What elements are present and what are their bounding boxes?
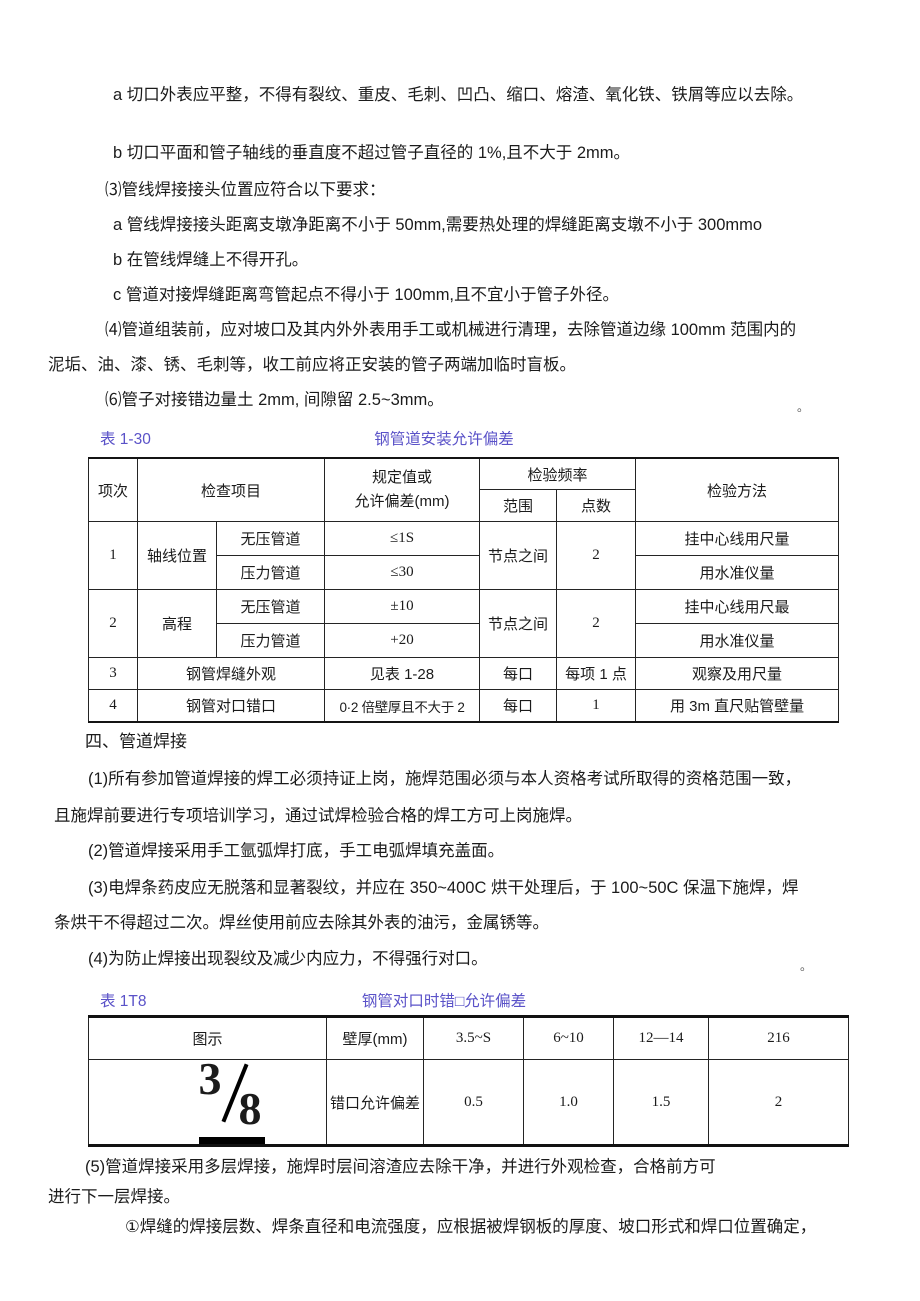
stray-period-mark: 。 bbox=[797, 400, 810, 414]
cell-points: 2 bbox=[556, 589, 637, 658]
header-points: 点数 bbox=[556, 489, 637, 522]
header-diagram: 图示 bbox=[88, 1016, 327, 1060]
cell-diagram: 3 8 bbox=[88, 1059, 327, 1146]
header-spec-line2: 允许偏差(mm) bbox=[354, 493, 450, 510]
header-range-1: 3.5~S bbox=[423, 1016, 524, 1060]
paragraph: 进行下一层焊接。 bbox=[48, 1188, 180, 1206]
header-range-4: 216 bbox=[708, 1016, 849, 1060]
diagram-numeral-top: 3 bbox=[198, 1059, 222, 1104]
cell-method: 用水准仪量 bbox=[635, 555, 840, 590]
paragraph: b 在管线焊缝上不得开孔。 bbox=[113, 251, 309, 269]
cell-deviation-value: 0.5 bbox=[423, 1059, 524, 1146]
cell-range: 节点之间 bbox=[479, 521, 558, 590]
cell-item-no: 1 bbox=[88, 521, 138, 590]
table2-label: 表 1T8 bbox=[100, 993, 147, 1010]
paragraph: ⑶管线焊接接头位置应符合以下要求： bbox=[105, 181, 386, 199]
paragraph: a 管线焊接接头距离支墩净距离不小于 50mm,需要热处理的焊缝距离支墩不小于 … bbox=[113, 216, 763, 234]
header-wall-thickness: 壁厚(mm) bbox=[326, 1016, 424, 1060]
header-frequency: 检验频率 bbox=[479, 457, 637, 490]
section-heading: 四、管道焊接 bbox=[85, 732, 187, 751]
cell-spec-value: 见表 1-28 bbox=[324, 657, 481, 690]
cell-item-no: 3 bbox=[88, 657, 138, 690]
cell-spec-value: 0·2 倍壁厚且不大于 2 bbox=[324, 689, 481, 723]
cell-range: 每口 bbox=[479, 689, 558, 723]
cell-range: 每口 bbox=[479, 657, 558, 690]
cell-check-item: 钢管焊缝外观 bbox=[136, 657, 326, 690]
cell-points: 1 bbox=[556, 689, 637, 723]
paragraph-text: (4)为防止焊接出现裂纹及减少内应力，不得强行对口。 bbox=[88, 950, 488, 968]
paragraph: c 管道对接焊缝距离弯管起点不得小于 100mm,且不宜小于管子外径。 bbox=[113, 286, 620, 304]
paragraph: (5)管道焊接采用多层焊接，施焊时层间溶渣应去除干净，并进行外观检查，合格前方可 bbox=[85, 1158, 716, 1176]
cell-item-no: 4 bbox=[88, 689, 138, 723]
cell-check-item: 轴线位置 bbox=[137, 521, 217, 590]
paragraph: 条烘干不得超过二次。焊丝使用前应去除其外表的油污，金属锈等。 bbox=[54, 914, 549, 932]
cell-range: 节点之间 bbox=[479, 589, 558, 658]
cell-deviation-value: 1.5 bbox=[613, 1059, 709, 1146]
cell-spec-value: +20 bbox=[324, 623, 481, 658]
header-check-item: 检查项目 bbox=[136, 457, 326, 522]
cell-check-item: 钢管对口错口 bbox=[136, 689, 326, 723]
stray-period-mark: 。 bbox=[800, 959, 813, 973]
cell-item-no: 2 bbox=[88, 589, 138, 658]
cell-sub-item: 压力管道 bbox=[215, 555, 326, 590]
cell-spec-value: ≤1S bbox=[324, 521, 481, 556]
header-range-2: 6~10 bbox=[523, 1016, 614, 1060]
misalignment-deviation-table: 图示 壁厚(mm) 3.5~S 6~10 12—14 216 3 8 错口允许偏… bbox=[88, 1015, 849, 1147]
paragraph: (4)为防止焊接出现裂纹及减少内应力，不得强行对口。 。 bbox=[48, 948, 860, 973]
header-item-no: 项次 bbox=[88, 457, 138, 522]
cell-method: 挂中心线用尺最 bbox=[635, 589, 840, 624]
table2-caption: 表 1T8 钢管对口时错□允许偏差 bbox=[48, 989, 860, 1011]
cell-points: 2 bbox=[556, 521, 637, 590]
table1-title: 钢管道安装允许偏差 bbox=[374, 431, 514, 448]
paragraph: b 切口平面和管子轴线的垂直度不超过管子直径的 1%,且不大于 2mm。 bbox=[113, 144, 631, 162]
header-spec-line1: 规定值或 bbox=[372, 469, 433, 486]
paragraph-text: ⑹管子对接错边量土 2mm, 间隙留 2.5~3mm。 bbox=[105, 391, 444, 409]
table1-caption: 表 1-30 钢管道安装允许偏差 bbox=[48, 427, 860, 449]
paragraph: ①焊缝的焊接层数、焊条直径和电流强度，应根据被焊钢板的厚度、坡口形式和焊口位置确… bbox=[125, 1218, 817, 1236]
diagram-numeral-bottom: 8 bbox=[238, 1083, 262, 1134]
paragraph: (2)管道焊接采用手工氩弧焊打底，手工电弧焊填充盖面。 bbox=[88, 842, 505, 860]
table1-label: 表 1-30 bbox=[100, 431, 151, 448]
paragraph: a 切口外表应平整，不得有裂纹、重皮、毛刺、凹凸、缩口、熔渣、氧化铁、铁屑等应以… bbox=[113, 86, 804, 104]
cell-check-item: 高程 bbox=[137, 589, 217, 658]
cell-row-label: 错口允许偏差 bbox=[326, 1059, 424, 1146]
header-method: 检验方法 bbox=[635, 457, 840, 522]
table2-title: 钢管对口时错□允许偏差 bbox=[361, 993, 527, 1010]
cell-sub-item: 压力管道 bbox=[215, 623, 326, 658]
cell-method: 用 3m 直尺贴管壁量 bbox=[635, 689, 840, 723]
cell-method: 观察及用尺量 bbox=[635, 657, 840, 690]
header-spec-value: 规定值或 允许偏差(mm) bbox=[324, 457, 481, 522]
installation-deviation-table: 项次 检查项目 规定值或 允许偏差(mm) 检验频率 检验方法 范围 点数 1 … bbox=[88, 457, 840, 723]
paragraph: ⑷管道组装前，应对坡口及其内外外表用手工或机械进行清理，去除管道边缘 100mm… bbox=[105, 321, 797, 339]
cell-deviation-value: 2 bbox=[708, 1059, 849, 1146]
paragraph: (1)所有参加管道焊接的焊工必须持证上岗，施焊范围必须与本人资格考试所取得的资格… bbox=[88, 770, 802, 788]
cell-method: 用水准仪量 bbox=[635, 623, 840, 658]
cell-deviation-value: 1.0 bbox=[523, 1059, 614, 1146]
pipe-misalignment-diagram: 3 8 bbox=[198, 1061, 277, 1144]
header-range-3: 12—14 bbox=[613, 1016, 709, 1060]
paragraph: 且施焊前要进行专项培训学习，通过试焊检验合格的焊工方可上岗施焊。 bbox=[54, 807, 582, 825]
cell-spec-value: ≤30 bbox=[324, 555, 481, 590]
cell-sub-item: 无压管道 bbox=[215, 521, 326, 556]
paragraph: ⑹管子对接错边量土 2mm, 间隙留 2.5~3mm。 。 bbox=[48, 389, 860, 414]
cell-method: 挂中心线用尺量 bbox=[635, 521, 840, 556]
cell-spec-value: ±10 bbox=[324, 589, 481, 624]
header-range: 范围 bbox=[479, 489, 558, 522]
cell-sub-item: 无压管道 bbox=[215, 589, 326, 624]
diagram-underline bbox=[198, 1137, 265, 1144]
cell-points: 每项 1 点 bbox=[556, 657, 637, 690]
paragraph: 泥垢、油、漆、锈、毛刺等，收工前应将正安装的管子两端加临时盲板。 bbox=[48, 356, 576, 374]
paragraph: (3)电焊条药皮应无脱落和显著裂纹，并应在 350~400C 烘干处理后，于 1… bbox=[88, 879, 799, 897]
